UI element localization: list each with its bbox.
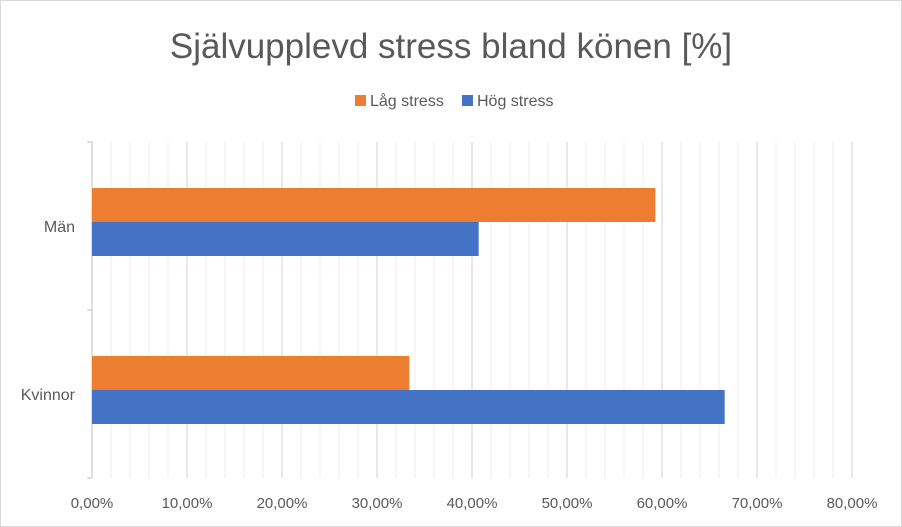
category-label-kvinnor: Kvinnor [21, 387, 76, 404]
x-tick-label: 20,00% [257, 495, 308, 512]
legend: Låg stress Hög stress [355, 92, 553, 110]
x-tick-label: 50,00% [542, 495, 593, 512]
legend-item-high-stress: Hög stress [462, 93, 553, 110]
chart-title: Självupplevd stress bland könen [%] [170, 27, 732, 66]
legend-label-high-stress: Hög stress [477, 93, 553, 110]
bar-low-stress-man [92, 188, 656, 222]
legend-swatch-low-stress [355, 95, 366, 106]
legend-swatch-high-stress [462, 95, 473, 106]
category-axis [87, 141, 93, 479]
x-axis-tick-labels: 0,00% 10,00% 20,00% 30,00% 40,00% 50,00%… [71, 495, 878, 512]
x-tick-label: 40,00% [447, 495, 498, 512]
bars [92, 188, 725, 424]
x-tick-label: 60,00% [637, 495, 688, 512]
bar-high-stress-man [92, 222, 479, 256]
x-tick-label: 30,00% [352, 495, 403, 512]
legend-item-low-stress: Låg stress [355, 92, 444, 110]
category-labels: Män Kvinnor [21, 219, 76, 404]
x-tick-label: 70,00% [732, 495, 783, 512]
x-tick-label: 0,00% [71, 495, 114, 512]
x-tick-label: 80,00% [827, 495, 878, 512]
category-label-man: Män [44, 219, 75, 236]
x-tick-label: 10,00% [162, 495, 213, 512]
bar-high-stress-kvinnor [92, 390, 725, 424]
legend-label-low-stress: Låg stress [370, 92, 444, 110]
bar-low-stress-kvinnor [92, 356, 410, 390]
